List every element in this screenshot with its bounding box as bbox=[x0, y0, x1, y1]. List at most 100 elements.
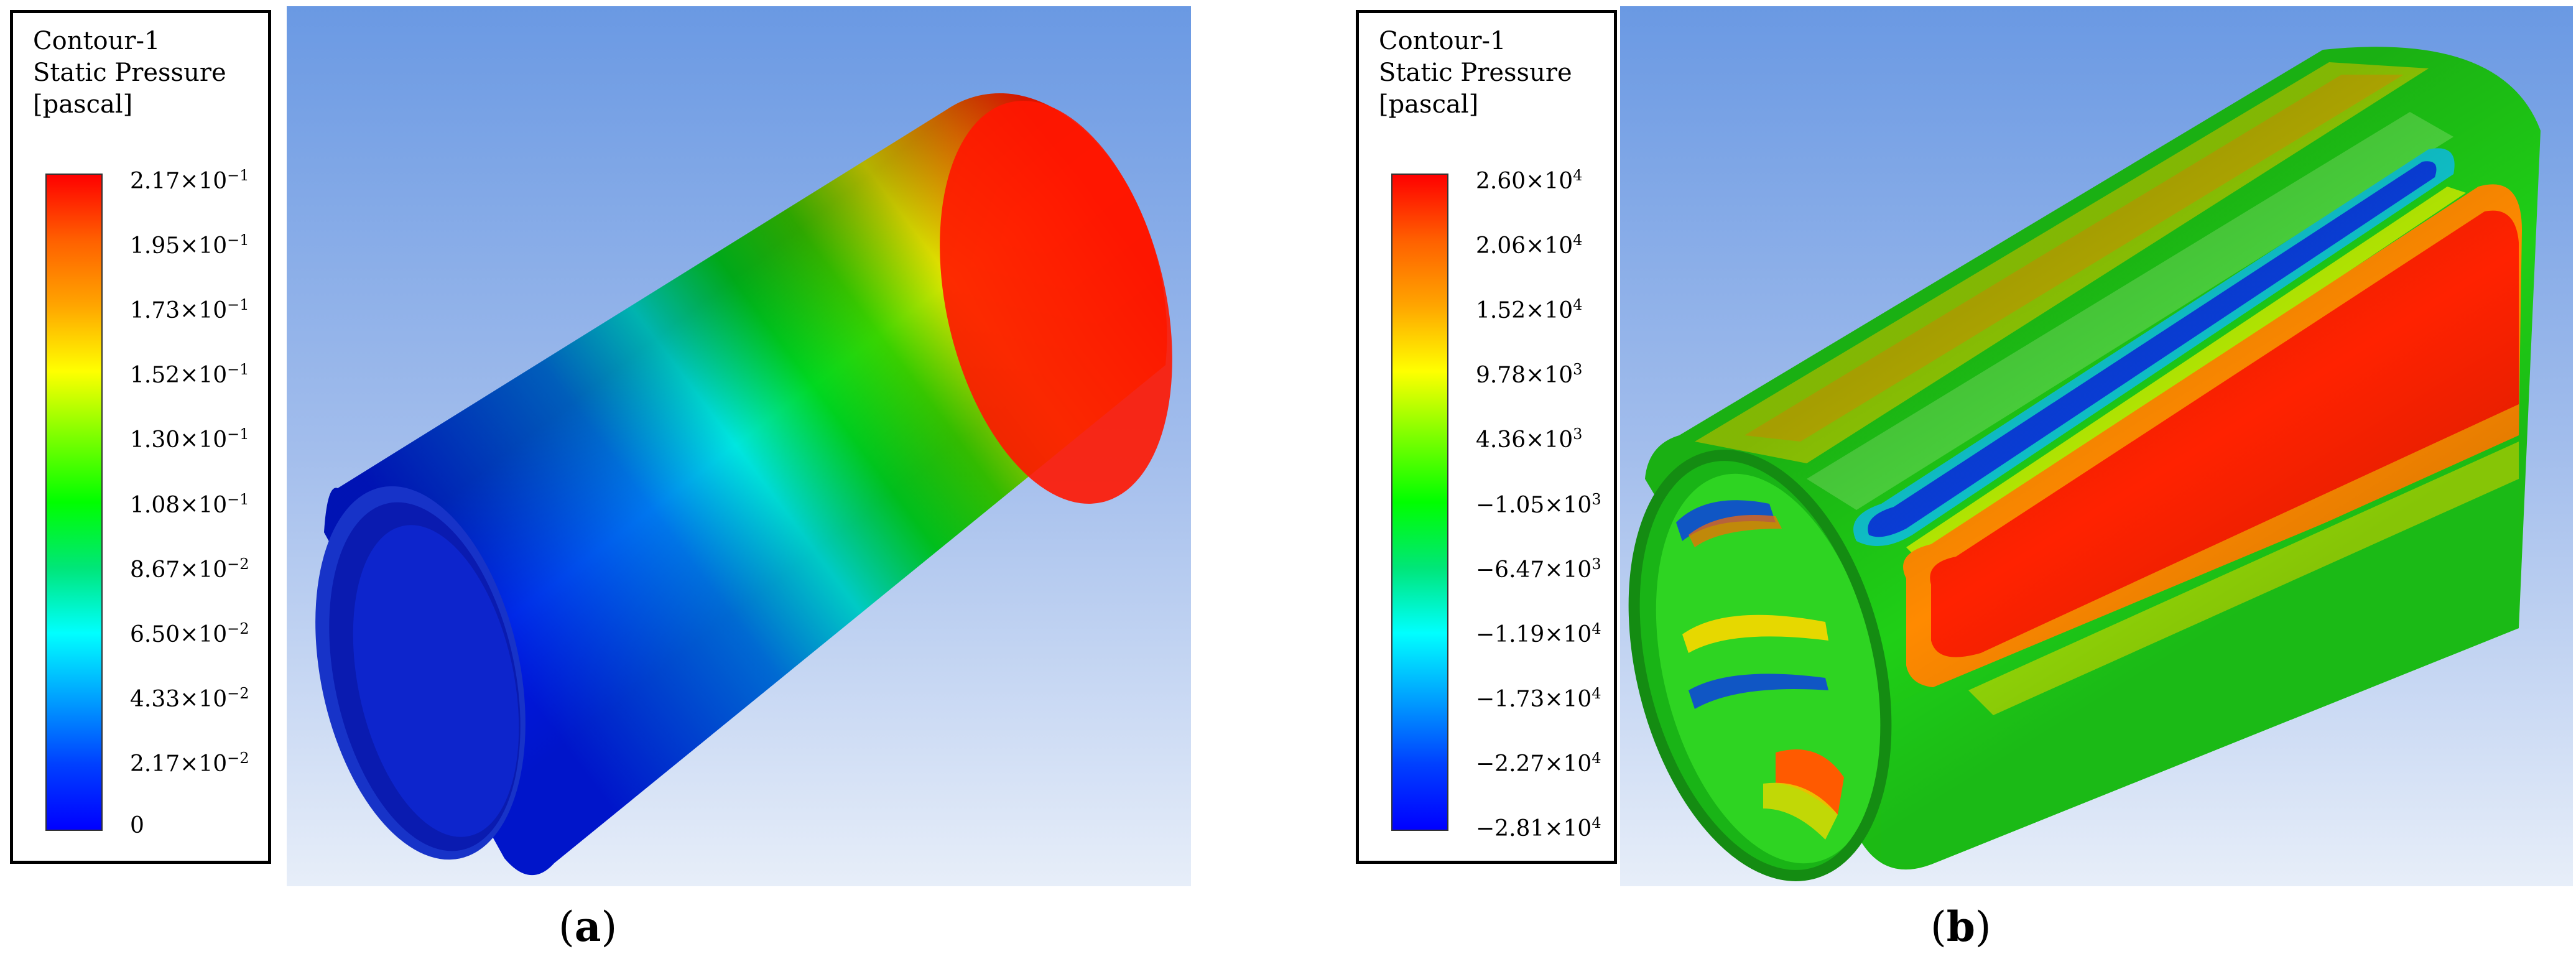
tick-mantissa: 0 bbox=[130, 813, 144, 838]
tick-exponent: 4 bbox=[1573, 231, 1583, 249]
caption-paren: ) bbox=[1975, 903, 1991, 951]
tick-mantissa: 2.60 bbox=[1476, 169, 1526, 194]
tick-mantissa: 9.78 bbox=[1476, 363, 1526, 389]
panel-caption-b: (b) bbox=[1930, 902, 1991, 952]
times-ten: ×10 bbox=[180, 492, 228, 518]
legend-tick-label: 1.52×104 bbox=[1476, 292, 1582, 323]
pressure-contour-view-b bbox=[1620, 6, 2573, 886]
caption-label: b bbox=[1946, 902, 1975, 951]
tick-exponent: 3 bbox=[1573, 361, 1583, 379]
legend-title-line: Contour-1 bbox=[33, 27, 160, 55]
tick-exponent: 3 bbox=[1573, 425, 1583, 443]
tick-mantissa: 1.52 bbox=[1476, 298, 1526, 324]
times-ten: ×10 bbox=[180, 557, 228, 583]
panel-caption-a: (a) bbox=[558, 902, 617, 952]
tick-mantissa: 1.08 bbox=[130, 492, 180, 518]
cylinder-render-a bbox=[315, 93, 1172, 876]
tick-exponent: 3 bbox=[1591, 490, 1601, 508]
tick-exponent: −1 bbox=[227, 425, 249, 443]
times-ten: ×10 bbox=[1544, 816, 1592, 841]
tick-exponent: 4 bbox=[1573, 296, 1583, 314]
times-ten: ×10 bbox=[1544, 557, 1592, 583]
tick-exponent: −1 bbox=[227, 167, 249, 184]
tick-exponent: 4 bbox=[1573, 167, 1583, 184]
times-ten: ×10 bbox=[1526, 233, 1573, 259]
legend-title-line: Static Pressure bbox=[1379, 58, 1572, 87]
tick-exponent: 4 bbox=[1591, 684, 1601, 702]
color-bar bbox=[45, 174, 103, 831]
legend-tick-label: 1.08×10−1 bbox=[130, 487, 249, 518]
times-ten: ×10 bbox=[180, 621, 228, 647]
legend-tick-label: −1.19×104 bbox=[1476, 616, 1601, 647]
caption-paren: ( bbox=[558, 903, 575, 951]
times-ten: ×10 bbox=[1526, 363, 1573, 389]
color-bar bbox=[1391, 174, 1448, 831]
legend-tick-label: 1.30×10−1 bbox=[130, 422, 249, 453]
tick-exponent: 4 bbox=[1591, 814, 1601, 832]
legend-tick-label: 1.73×10−1 bbox=[130, 292, 249, 323]
times-ten: ×10 bbox=[180, 363, 228, 389]
tick-mantissa: 6.50 bbox=[130, 621, 180, 647]
tick-mantissa: −1.19 bbox=[1476, 621, 1545, 647]
tick-mantissa: 4.36 bbox=[1476, 427, 1526, 453]
times-ten: ×10 bbox=[1544, 751, 1592, 777]
times-ten: ×10 bbox=[1526, 298, 1573, 324]
times-ten: ×10 bbox=[180, 169, 228, 194]
legend-panel-a: Contour-1 Static Pressure [pascal] 2.17×… bbox=[10, 10, 271, 864]
legend-tick-label: 2.60×104 bbox=[1476, 163, 1582, 194]
times-ten: ×10 bbox=[1544, 492, 1592, 518]
tick-mantissa: −1.05 bbox=[1476, 492, 1545, 518]
caption-paren: ) bbox=[601, 903, 618, 951]
tick-mantissa: 8.67 bbox=[130, 557, 180, 583]
legend-tick-label: −1.73×104 bbox=[1476, 681, 1601, 712]
tick-mantissa: 2.06 bbox=[1476, 233, 1526, 259]
tick-exponent: −2 bbox=[227, 555, 249, 573]
tick-mantissa: 1.52 bbox=[130, 363, 180, 389]
tick-exponent: −2 bbox=[227, 684, 249, 702]
legend-tick-label: 1.52×10−1 bbox=[130, 357, 249, 388]
legend-title-line: Contour-1 bbox=[1379, 27, 1506, 55]
legend-title-line: [pascal] bbox=[33, 90, 133, 119]
legend-tick-label: 2.17×10−2 bbox=[130, 746, 249, 777]
tick-mantissa: 2.17 bbox=[130, 751, 180, 777]
times-ten: ×10 bbox=[180, 233, 228, 259]
legend-panel-b: Contour-1 Static Pressure [pascal] 2.60×… bbox=[1356, 10, 1617, 864]
legend-tick-label: 8.67×10−2 bbox=[130, 552, 249, 583]
tick-exponent: −2 bbox=[227, 619, 249, 637]
legend-tick-label: 2.06×104 bbox=[1476, 228, 1582, 259]
caption-paren: ( bbox=[1930, 903, 1947, 951]
tick-mantissa: −1.73 bbox=[1476, 686, 1545, 712]
legend-title: Contour-1 Static Pressure [pascal] bbox=[33, 25, 226, 121]
tick-exponent: −1 bbox=[227, 231, 249, 249]
cylinder-render-b bbox=[1628, 47, 2541, 881]
pressure-contour-view-a bbox=[287, 6, 1191, 886]
times-ten: ×10 bbox=[180, 427, 228, 453]
tick-mantissa: −2.27 bbox=[1476, 751, 1545, 777]
tick-exponent: −1 bbox=[227, 490, 249, 508]
legend-tick-label: 0 bbox=[130, 813, 144, 838]
tick-exponent: −1 bbox=[227, 296, 249, 314]
legend-title-line: Static Pressure bbox=[33, 58, 226, 87]
times-ten: ×10 bbox=[180, 298, 228, 324]
times-ten: ×10 bbox=[1544, 621, 1592, 647]
tick-mantissa: 1.73 bbox=[130, 298, 180, 324]
times-ten: ×10 bbox=[1544, 686, 1592, 712]
legend-tick-label: 4.36×103 bbox=[1476, 422, 1582, 453]
legend-tick-label: 9.78×103 bbox=[1476, 357, 1582, 388]
times-ten: ×10 bbox=[1526, 427, 1573, 453]
legend-tick-label: −2.27×104 bbox=[1476, 746, 1601, 777]
tick-exponent: 4 bbox=[1591, 749, 1601, 767]
tick-mantissa: 1.95 bbox=[130, 233, 180, 259]
tick-mantissa: −2.81 bbox=[1476, 816, 1545, 841]
times-ten: ×10 bbox=[180, 751, 228, 777]
legend-title-line: [pascal] bbox=[1379, 90, 1479, 119]
legend-tick-label: 2.17×10−1 bbox=[130, 163, 249, 194]
legend-tick-label: −2.81×104 bbox=[1476, 810, 1601, 841]
legend-tick-label: 4.33×10−2 bbox=[130, 681, 249, 712]
tick-mantissa: 1.30 bbox=[130, 427, 180, 453]
tick-exponent: 4 bbox=[1591, 619, 1601, 637]
caption-label: a bbox=[574, 902, 601, 951]
legend-title: Contour-1 Static Pressure [pascal] bbox=[1379, 25, 1572, 121]
tick-mantissa: 2.17 bbox=[130, 169, 180, 194]
times-ten: ×10 bbox=[1526, 169, 1573, 194]
